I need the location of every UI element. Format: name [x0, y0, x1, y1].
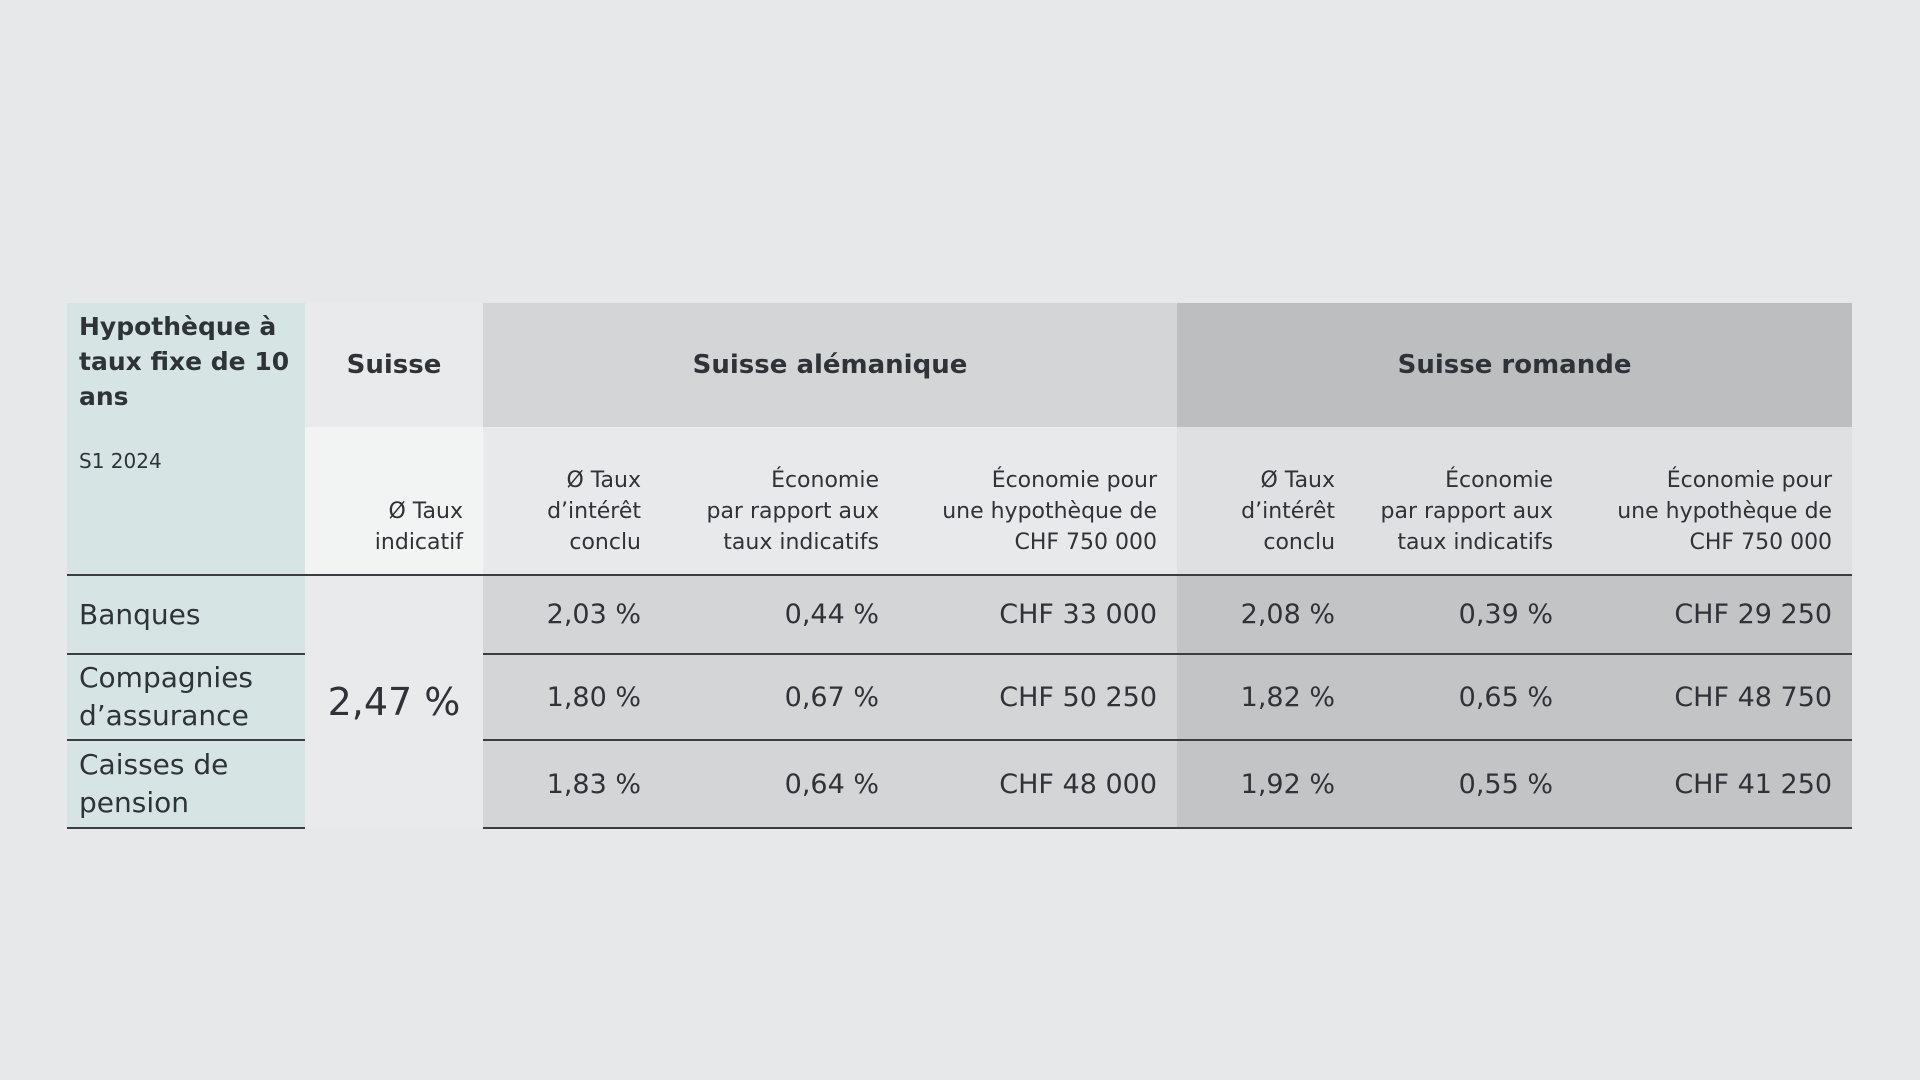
group-header-suisse: Suisse	[305, 303, 483, 427]
col-header-ale-saving: Économie par rapport aux taux indicatifs	[661, 427, 899, 575]
row-label-banques: Banques	[67, 574, 305, 654]
table-cell: 2,08 %	[1177, 574, 1356, 654]
table-cell: 2,03 %	[483, 574, 661, 654]
table-cell: 1,83 %	[483, 739, 661, 829]
col-header-rom-saving-chf: Économie pour une hypothèque de CHF 750 …	[1573, 427, 1853, 575]
table-cell: 0,55 %	[1355, 739, 1574, 829]
table-cell: CHF 48 750	[1573, 653, 1853, 740]
table-cell: 1,80 %	[483, 653, 661, 740]
table-cell: CHF 50 250	[899, 653, 1178, 740]
table-cell: 0,67 %	[661, 653, 899, 740]
mortgage-rates-table-container: Hypothèque à taux fixe de 10 ans Suisse …	[67, 303, 1853, 829]
table-row-banques: Banques 2,47 % 2,03 % 0,44 % CHF 33 000 …	[67, 574, 1853, 828]
column-header-row: S1 2024 Ø Taux indicatif Ø Taux d’intérê…	[67, 427, 1853, 575]
table-cell: 1,92 %	[1177, 739, 1356, 829]
col-header-suisse-indicative-rate: Ø Taux indicatif	[305, 427, 483, 575]
col-header-ale-saving-chf: Économie pour une hypothèque de CHF 750 …	[899, 427, 1178, 575]
suisse-indicative-rate-value: 2,47 %	[305, 574, 483, 828]
row-label-compagnies-assurance: Compagnies d’assurance	[67, 653, 305, 740]
period-label: S1 2024	[67, 427, 305, 575]
group-header-suisse-alemanique: Suisse alémanique	[483, 303, 1178, 427]
mortgage-rates-table: Hypothèque à taux fixe de 10 ans Suisse …	[67, 303, 1853, 829]
table-cell: 0,64 %	[661, 739, 899, 829]
table-cell: 1,82 %	[1177, 653, 1356, 740]
table-cell: 0,65 %	[1355, 653, 1574, 740]
table-title: Hypothèque à taux fixe de 10 ans	[67, 303, 305, 427]
table-cell: 0,39 %	[1355, 574, 1574, 654]
table-cell: CHF 48 000	[899, 739, 1178, 829]
col-header-rom-rate: Ø Taux d’intérêt conclu	[1177, 427, 1356, 575]
table-cell: CHF 29 250	[1573, 574, 1853, 654]
group-header-row: Hypothèque à taux fixe de 10 ans Suisse …	[67, 303, 1853, 427]
col-header-ale-rate: Ø Taux d’intérêt conclu	[483, 427, 661, 575]
table-row-caisses-pension: Caisses de pension 1,83 % 0,64 % CHF 48 …	[67, 739, 1853, 829]
table-cell: 0,44 %	[661, 574, 899, 654]
table-cell: CHF 41 250	[1573, 739, 1853, 829]
group-header-suisse-romande: Suisse romande	[1177, 303, 1853, 427]
table-row-compagnies-assurance: Compagnies d’assurance 1,80 % 0,67 % CHF…	[67, 653, 1853, 740]
table-cell: CHF 33 000	[899, 574, 1178, 654]
col-header-rom-saving: Économie par rapport aux taux indicatifs	[1355, 427, 1574, 575]
row-label-caisses-pension: Caisses de pension	[67, 739, 305, 829]
